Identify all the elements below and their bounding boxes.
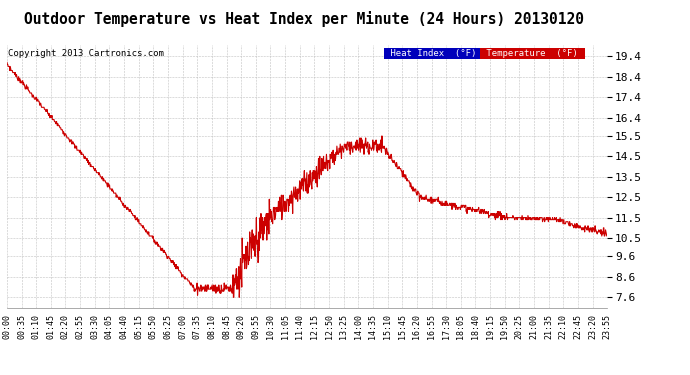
Text: Outdoor Temperature vs Heat Index per Minute (24 Hours) 20130120: Outdoor Temperature vs Heat Index per Mi…	[23, 11, 584, 27]
Text: Temperature  (°F): Temperature (°F)	[481, 49, 583, 58]
Text: Heat Index  (°F): Heat Index (°F)	[385, 49, 482, 58]
Text: Copyright 2013 Cartronics.com: Copyright 2013 Cartronics.com	[8, 49, 164, 58]
